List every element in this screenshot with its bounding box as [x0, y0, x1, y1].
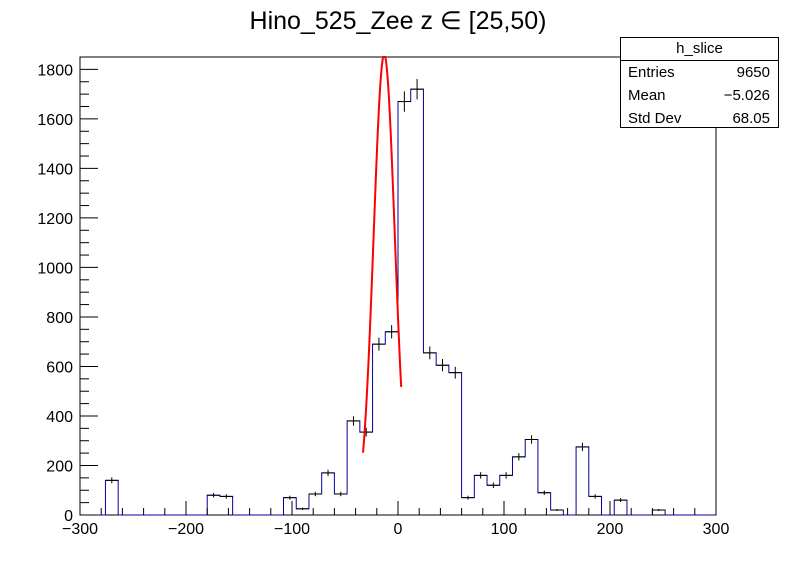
histogram-bin	[347, 416, 360, 426]
y-tick-label: 1000	[37, 260, 73, 277]
histogram-bin	[461, 495, 475, 500]
histogram-bin	[296, 507, 309, 511]
histogram-bin	[398, 91, 411, 112]
histogram-bin	[207, 492, 220, 498]
y-tick-label: 1800	[37, 62, 73, 79]
y-tick-label: 0	[64, 508, 73, 525]
error-bars	[105, 79, 666, 512]
y-tick-label: 400	[46, 409, 73, 426]
stats-mean-value: −5.026	[723, 87, 770, 104]
x-tick-label: 0	[394, 521, 403, 538]
y-tick-label: 1200	[37, 211, 73, 228]
histogram-bin	[359, 427, 373, 437]
histogram-bin	[372, 337, 386, 351]
histogram-bin	[283, 495, 297, 500]
stats-entries-value: 9650	[736, 64, 770, 81]
histogram-bin	[448, 366, 462, 379]
stats-mean-label: Mean	[628, 87, 666, 104]
y-tick-label: 1600	[37, 112, 73, 129]
gaussian-fit	[362, 56, 403, 453]
chart-title: Hino_525_Zee z ∈ [25,50)	[249, 7, 547, 35]
histogram-bin	[219, 494, 233, 499]
x-tick-label: −200	[168, 521, 204, 538]
histogram-bin	[321, 469, 335, 477]
stats-std-row: Std Dev 68.05	[621, 107, 778, 130]
histogram-bin	[385, 325, 398, 339]
histogram-bin	[512, 453, 526, 461]
stats-name: h_slice	[621, 38, 778, 61]
histogram-bin	[436, 359, 449, 372]
histogram-bin	[537, 490, 551, 495]
y-tick-label: 600	[46, 359, 73, 376]
y-tick-label: 800	[46, 310, 73, 327]
histogram-bin	[334, 491, 348, 497]
stats-mean-row: Mean −5.026	[621, 84, 778, 107]
x-tick-label: −100	[274, 521, 310, 538]
histogram-bin	[308, 491, 322, 497]
y-tick-label: 200	[46, 458, 73, 475]
histogram-bin	[499, 472, 513, 479]
x-tick-label: 100	[491, 521, 518, 538]
histogram-bin	[576, 442, 589, 452]
fit-curve	[362, 56, 403, 453]
stats-entries-row: Entries 9650	[621, 61, 778, 84]
histogram-bin	[614, 498, 627, 503]
x-tick-label: 300	[703, 521, 730, 538]
histogram-bin	[588, 494, 602, 499]
x-tick-label: −300	[62, 521, 98, 538]
histogram-bin	[550, 509, 564, 512]
histogram-bin	[474, 472, 488, 479]
stats-entries-label: Entries	[628, 64, 675, 81]
stats-std-value: 68.05	[732, 110, 770, 127]
axes: −300 −200 −100 0 100 200 300 0 200 400 600 800 1000 1…	[37, 56, 730, 538]
histogram-bin	[652, 509, 666, 512]
histogram-bin	[525, 435, 538, 444]
y-tick-label: 1400	[37, 161, 73, 178]
histogram-bin	[423, 346, 437, 360]
histogram-bin	[410, 79, 424, 100]
stats-box: h_slice Entries 9650 Mean −5.026 Std Dev…	[620, 37, 779, 128]
histogram-bin	[105, 477, 119, 484]
x-tick-label: 200	[597, 521, 624, 538]
histogram-bin	[487, 482, 500, 489]
stats-std-label: Std Dev	[628, 110, 682, 127]
